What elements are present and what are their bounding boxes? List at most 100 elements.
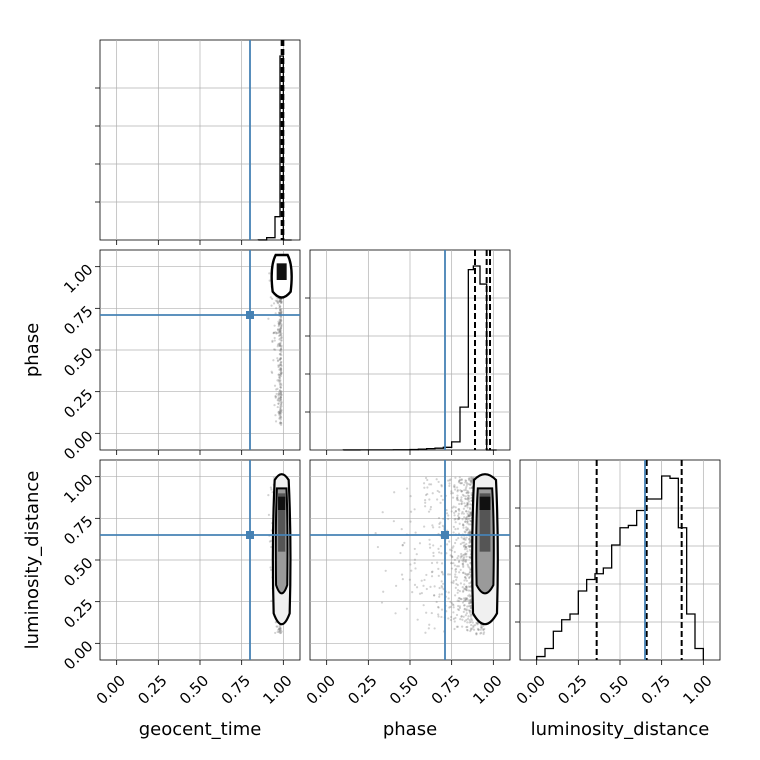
scatter-point — [279, 421, 282, 424]
scatter-point — [280, 398, 283, 402]
x-tick-label: 1.00 — [259, 672, 295, 708]
scatter-point — [420, 592, 423, 595]
scatter-point — [394, 584, 398, 587]
scatter-point — [459, 542, 462, 546]
scatter-point — [462, 597, 466, 600]
scatter-point — [451, 506, 454, 509]
scatter-point — [480, 625, 483, 628]
scatter-point — [269, 486, 272, 489]
scatter-point — [469, 613, 472, 616]
scatter-point — [454, 616, 457, 620]
scatter-point — [462, 571, 465, 574]
scatter-point — [436, 561, 439, 564]
scatter-point — [277, 342, 280, 345]
scatter-point — [458, 476, 461, 479]
scatter-point — [449, 478, 452, 481]
scatter-point — [420, 579, 423, 582]
scatter-point — [464, 487, 467, 490]
scatter-point — [458, 600, 461, 603]
scatter-point — [469, 556, 472, 559]
scatter-point — [455, 613, 459, 617]
scatter-point — [463, 544, 467, 547]
scatter-point — [280, 319, 283, 322]
scatter-point — [454, 528, 457, 531]
scatter-point — [279, 412, 282, 415]
scatter-point — [468, 514, 471, 517]
scatter-point — [475, 632, 478, 635]
scatter-point — [401, 544, 404, 547]
scatter-point — [274, 621, 277, 624]
scatter-point — [279, 305, 282, 308]
scatter-point — [454, 573, 457, 576]
scatter-point — [448, 540, 451, 543]
scatter-point — [469, 594, 472, 598]
scatter-point — [278, 630, 282, 633]
scatter-point — [278, 411, 282, 414]
scatter-point — [465, 609, 468, 612]
scatter-point — [469, 519, 472, 522]
scatter-point — [279, 421, 282, 424]
scatter-point — [279, 367, 282, 370]
scatter-point — [465, 628, 469, 632]
scatter-point — [279, 414, 282, 418]
scatter-point — [466, 502, 469, 505]
scatter-point — [278, 412, 281, 415]
scatter-point — [432, 544, 435, 547]
scatter-point — [278, 320, 281, 324]
y-axis-label-luminosity_distance: luminosity_distance — [22, 471, 43, 650]
scatter-point — [469, 512, 472, 515]
scatter-point — [409, 563, 412, 566]
scatter-point — [276, 398, 279, 402]
scatter-point — [460, 502, 463, 505]
scatter-point — [279, 386, 283, 389]
scatter-point — [429, 585, 432, 588]
scatter-point — [280, 391, 283, 394]
scatter-point — [278, 363, 282, 366]
scatter-point — [461, 562, 464, 566]
scatter-point — [274, 631, 277, 635]
scatter-point — [405, 607, 409, 610]
scatter-point — [270, 370, 273, 373]
scatter-point — [468, 477, 471, 480]
scatter-point — [457, 507, 461, 511]
scatter-point — [459, 618, 462, 621]
scatter-point — [425, 587, 428, 591]
scatter-point — [467, 491, 470, 494]
scatter-point — [470, 481, 474, 484]
y-tick-label: 0.50 — [60, 554, 96, 590]
scatter-point — [467, 599, 470, 602]
x-tick-label: 0.00 — [513, 672, 549, 708]
scatter-point — [422, 482, 426, 485]
scatter-point — [466, 550, 469, 553]
scatter-point — [277, 325, 280, 328]
scatter-point — [468, 540, 472, 543]
scatter-point — [467, 531, 471, 534]
scatter-point — [452, 485, 456, 488]
scatter-point — [439, 545, 442, 548]
scatter-point — [432, 526, 435, 529]
scatter-point — [469, 615, 472, 618]
scatter-point — [280, 345, 283, 349]
scatter-point — [280, 390, 283, 393]
scatter-point — [465, 547, 468, 550]
scatter-point — [467, 609, 470, 612]
scatter-point — [279, 379, 282, 382]
scatter-point — [466, 520, 469, 523]
scatter-point — [278, 628, 281, 631]
scatter-point — [441, 571, 444, 574]
scatter-point — [278, 343, 282, 346]
scatter-point — [450, 581, 453, 584]
scatter-point — [274, 420, 278, 423]
scatter-point — [274, 331, 277, 334]
scatter-point — [276, 625, 279, 628]
scatter-point — [278, 627, 281, 631]
scatter-point — [469, 483, 472, 486]
scatter-point — [437, 547, 440, 550]
scatter-point — [448, 479, 451, 482]
scatter-point — [278, 376, 281, 379]
scatter-point — [269, 296, 272, 299]
scatter-point — [279, 308, 282, 311]
scatter-point — [469, 480, 472, 483]
scatter-point — [459, 478, 462, 482]
scatter-point — [464, 545, 468, 549]
